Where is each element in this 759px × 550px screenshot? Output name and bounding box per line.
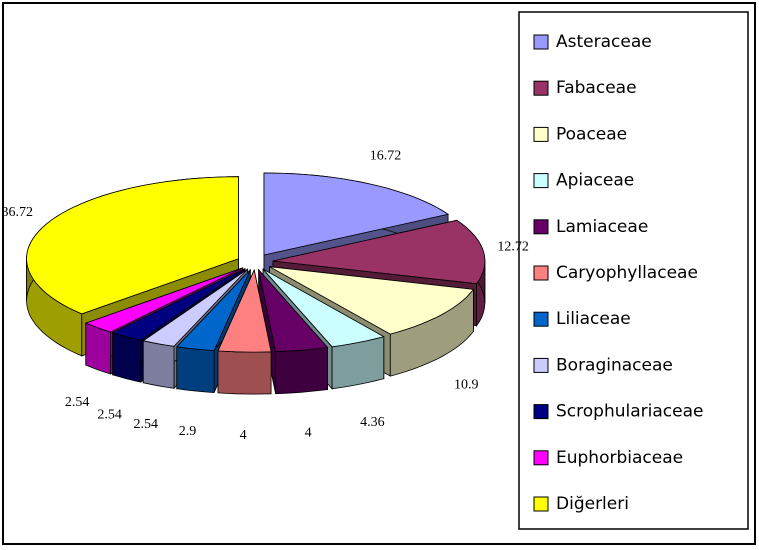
legend-swatch (533, 496, 549, 512)
data-label: 4 (240, 428, 247, 443)
slice-side (275, 347, 328, 395)
pie-slice (142, 268, 248, 347)
slice-side (176, 346, 215, 394)
pie-slice (262, 268, 385, 348)
data-label: 36.72 (1, 205, 33, 220)
data-label: 2.54 (65, 395, 90, 410)
slice-side (217, 350, 272, 395)
pie-slice (217, 268, 272, 353)
data-label: 4 (305, 426, 312, 441)
data-label: 10.9 (454, 377, 479, 392)
legend-swatch (533, 80, 549, 96)
legend-label: Caryophyllaceae (556, 263, 698, 283)
data-label: 2.9 (179, 424, 197, 439)
legend-swatch (533, 173, 549, 189)
legend-box (518, 11, 749, 530)
pie-slice (269, 266, 475, 335)
pie-slice (263, 172, 450, 256)
pie-slice (175, 269, 251, 352)
legend: Asteraceae Fabaceae Poaceae Apiaceae Lamiace… (533, 32, 703, 514)
legend-swatch (533, 404, 549, 420)
legend-label: Euphorbiaceae (556, 448, 683, 468)
legend-swatch (533, 265, 549, 281)
legend-label: Scrophulariaceae (556, 402, 703, 422)
pie: 16.72 12.72 10.9 4.36 4 4 2.9 2.54 2.54 2.54 36.72 (1, 149, 528, 443)
data-label: 12.72 (497, 240, 529, 255)
legend-swatch (533, 219, 549, 235)
slice-side (142, 340, 175, 389)
legend-label: Liliaceae (556, 309, 631, 329)
pie-slice (26, 176, 239, 315)
pie-slice (111, 268, 246, 341)
slice-side (112, 332, 142, 383)
legend-label: Apiaceae (556, 171, 634, 191)
legend-swatch (533, 450, 549, 466)
legend-label: Poaceae (556, 124, 627, 144)
legend-label: Asteraceae (556, 32, 652, 52)
legend-swatch (533, 126, 549, 142)
legend-swatch (533, 34, 549, 50)
legend-swatch (533, 311, 549, 327)
pie-slice (84, 267, 243, 333)
legend-label: Diğerleri (556, 494, 629, 514)
legend-label: Boraginaceae (556, 355, 673, 375)
data-label: 2.54 (133, 417, 158, 432)
legend-swatch (533, 357, 549, 373)
pie-slice (258, 268, 329, 353)
data-label: 2.54 (97, 407, 122, 422)
pie-slice (272, 219, 486, 285)
data-label: 4.36 (360, 415, 385, 430)
legend-label: Lamiaceae (556, 217, 648, 237)
legend-label: Fabaceae (556, 78, 637, 98)
data-label: 16.72 (370, 149, 402, 164)
